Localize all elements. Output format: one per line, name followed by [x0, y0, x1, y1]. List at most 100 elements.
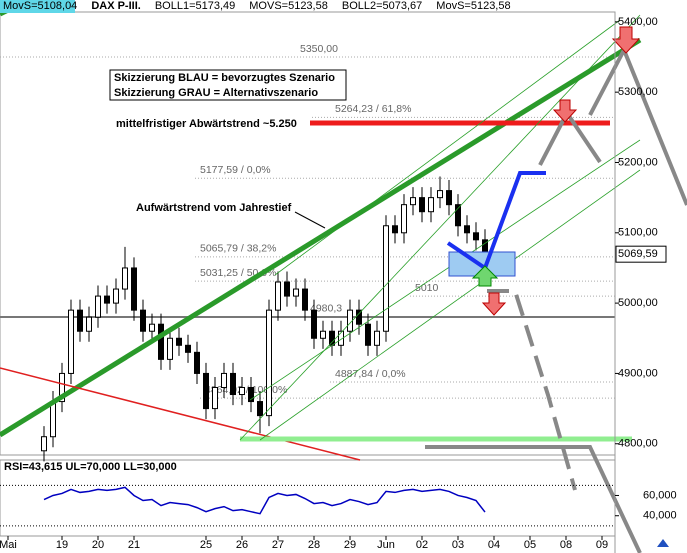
annotation: Skizzierung BLAU = bevorzugtes Szenario — [114, 72, 335, 84]
last-price-label: 5069,59 — [618, 248, 658, 260]
candle-body — [410, 197, 416, 206]
candle-body — [167, 337, 173, 360]
header-item: BOLL2=5073,67 — [342, 0, 422, 12]
candle-body — [50, 401, 56, 438]
candle-body — [212, 386, 218, 410]
x-tick-label: 08 — [560, 539, 572, 551]
header-item: MovS=5108,04 — [3, 0, 77, 12]
candle-body — [320, 330, 326, 339]
downtrend-line — [0, 367, 361, 461]
x-tick-label: 27 — [272, 539, 284, 551]
x-tick-label: 09 — [596, 539, 608, 551]
channel — [239, 14, 641, 441]
blue-scenario — [446, 171, 546, 272]
candle-body — [185, 344, 191, 353]
candle-body — [122, 267, 128, 290]
x-tick-label: 29 — [344, 539, 356, 551]
candle-body — [68, 309, 74, 374]
annotation: Aufwärtstrend vom Jahrestief — [136, 202, 292, 214]
candle-body — [401, 204, 407, 234]
candle-body — [455, 204, 461, 227]
candle-body — [266, 309, 272, 417]
legend-box — [109, 69, 347, 101]
candle-body — [86, 316, 92, 332]
scroll-icon[interactable] — [657, 539, 669, 547]
candle-body — [428, 197, 434, 213]
x-tick-label: 26 — [236, 539, 248, 551]
annotation: Skizzierung GRAU = Alternativszenario — [114, 87, 318, 99]
candle-body — [95, 295, 101, 318]
annotation-box — [112, 116, 310, 131]
candle-body — [158, 323, 164, 360]
level-label: 5065,79 / 38,2% — [200, 243, 276, 255]
arrow-down — [611, 26, 641, 54]
level-label: 5010 — [415, 282, 439, 294]
candle-body — [365, 323, 371, 346]
rsi-tick-label: 40,000 — [643, 510, 677, 522]
candle-body — [464, 225, 470, 234]
candle-body — [59, 372, 65, 403]
candle-body — [194, 351, 200, 374]
candle-body — [338, 330, 344, 346]
candle-body — [176, 337, 182, 346]
candle-body — [131, 267, 137, 311]
candle-body — [383, 225, 389, 332]
candle-body — [446, 190, 452, 206]
candle-body — [104, 295, 110, 304]
candle-body — [293, 288, 299, 297]
x-tick-label: 19 — [56, 539, 68, 551]
candle-body — [239, 386, 245, 396]
candle-body — [419, 197, 425, 213]
candle-body — [113, 288, 119, 304]
rsi-frame — [0, 459, 616, 537]
candle-body — [302, 288, 308, 311]
gray-scenario — [487, 289, 577, 491]
candle-body — [311, 309, 317, 339]
candle-body — [248, 386, 254, 403]
candle-body — [374, 330, 380, 346]
x-tick-label: 20 — [92, 539, 104, 551]
level-label: 5350,00 — [300, 43, 338, 55]
header-item: BOLL1=5173,49 — [155, 0, 235, 12]
last-price-box — [615, 245, 667, 263]
y-tick-label: 5100,00 — [618, 227, 658, 239]
candle-body — [275, 281, 281, 311]
x-tick-label: 04 — [488, 539, 500, 551]
candle-body — [356, 309, 362, 325]
x-tick-label: Mai — [0, 539, 17, 551]
rsi-title: RSI=43,615 UL=70,000 LL=30,000 — [4, 461, 177, 473]
y-tick-label: 5400,00 — [618, 16, 658, 28]
candle-body — [41, 436, 47, 452]
y-tick-label: 5300,00 — [618, 86, 658, 98]
candle-body — [77, 309, 83, 332]
y-tick-label: 5200,00 — [618, 156, 658, 168]
arrow-down — [481, 292, 507, 316]
uptrend-line — [0, 37, 642, 438]
x-tick-label: 21 — [128, 539, 140, 551]
gray-scenario — [425, 445, 642, 553]
header-highlight — [0, 0, 75, 13]
candle-body — [473, 232, 479, 241]
header-item: MovS=5123,58 — [436, 0, 510, 12]
candle-body — [203, 372, 209, 410]
x-tick-label: Jun — [377, 539, 395, 551]
candle-body — [329, 330, 335, 346]
arrow-down — [552, 99, 578, 123]
candle-body — [230, 372, 236, 396]
header-item: MOVS=5123,58 — [249, 0, 328, 12]
rsi-line — [43, 486, 486, 515]
level-label: 5264,23 / 61,8% — [335, 103, 411, 115]
candle-body — [140, 309, 146, 332]
annotation: mittelfristiger Abwärtstrend ~5.250 — [116, 118, 297, 130]
header-item: DAX P-III. — [91, 0, 141, 12]
level-label: 4887,84 / 0,0% — [335, 368, 406, 380]
candle-body — [284, 281, 290, 297]
candle-body — [437, 190, 443, 199]
x-tick-label: 03 — [452, 539, 464, 551]
x-tick-label: 28 — [308, 539, 320, 551]
candle-body — [149, 323, 155, 332]
rsi-tick-label: 60,000 — [643, 489, 677, 501]
x-tick-label: 05 — [524, 539, 536, 551]
